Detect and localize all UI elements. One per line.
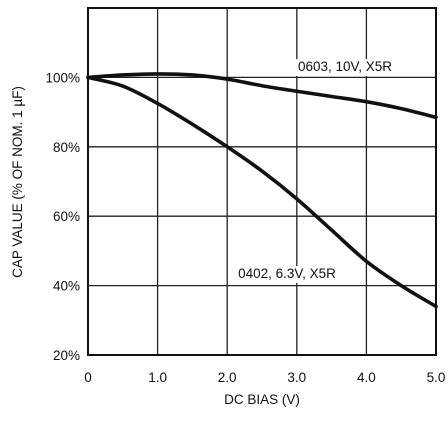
y-tick-label: 100% (45, 70, 80, 85)
series-labels: 0603, 10V, X5R 0402, 6.3V, X5R (228, 59, 401, 283)
series-label-background (228, 266, 346, 283)
series-lines (86, 72, 438, 309)
x-axis-ticks: 0 1.0 2.0 3.0 4.0 5.0 (84, 370, 445, 385)
x-tick-label: 5.0 (427, 370, 446, 385)
x-tick-label: 0 (84, 370, 92, 385)
series-label-2: 0402, 6.3V, X5R (238, 266, 336, 281)
series-line-2 (86, 75, 438, 309)
y-axis-label: CAP VALUE (% OF NOM. 1 µF) (10, 86, 25, 278)
x-tick-label: 4.0 (357, 370, 376, 385)
x-tick-label: 3.0 (287, 370, 306, 385)
y-tick-label: 40% (53, 279, 80, 294)
series-label-1: 0603, 10V, X5R (298, 59, 392, 74)
series-label-background (289, 59, 401, 76)
x-tick-label: 2.0 (218, 370, 237, 385)
y-axis-ticks: 20% 40% 60% 80% 100% (45, 70, 80, 363)
x-tick-label: 1.0 (148, 370, 167, 385)
y-tick-label: 80% (53, 140, 80, 155)
x-axis-label: DC BIAS (V) (224, 392, 300, 407)
plot-frame (87, 7, 437, 356)
y-tick-label: 60% (53, 209, 80, 224)
series-line-1 (86, 72, 438, 120)
y-tick-label: 20% (53, 348, 80, 363)
